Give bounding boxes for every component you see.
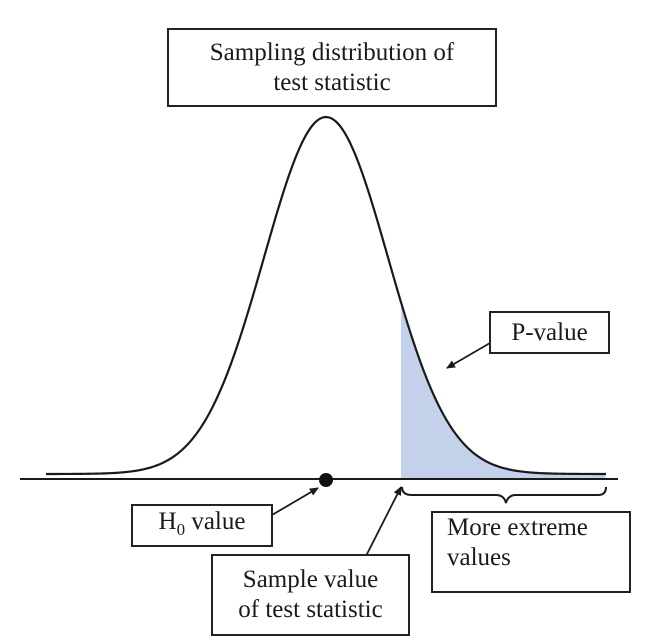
sample-line-2: of test statistic	[238, 596, 383, 623]
sample-line-1: Sample value	[242, 566, 379, 593]
p-value-label: P-value	[511, 318, 588, 346]
title-line-1: Sampling distribution of	[209, 38, 455, 66]
extreme-line-1: More extreme	[447, 514, 588, 541]
sample-value-box: Sample value of test statistic	[211, 554, 410, 636]
h0-arrow	[271, 487, 319, 516]
p-value-box: P-value	[489, 311, 610, 354]
p-value-arrow	[446, 342, 491, 369]
h0-value-dot	[319, 473, 333, 487]
title-line-2: test statistic	[273, 68, 391, 96]
density-curve	[45, 115, 607, 476]
more-extreme-box: More extreme values	[431, 511, 631, 593]
h0-value-box: H0 value	[131, 504, 273, 547]
sample-value-arrow	[365, 486, 402, 557]
p-value-shaded-region	[401, 302, 606, 479]
extreme-line-2: values	[447, 544, 511, 571]
h0-value-label: H0 value	[158, 507, 246, 539]
title-box: Sampling distribution of test statistic	[167, 28, 497, 107]
more-extreme-brace	[401, 486, 607, 504]
